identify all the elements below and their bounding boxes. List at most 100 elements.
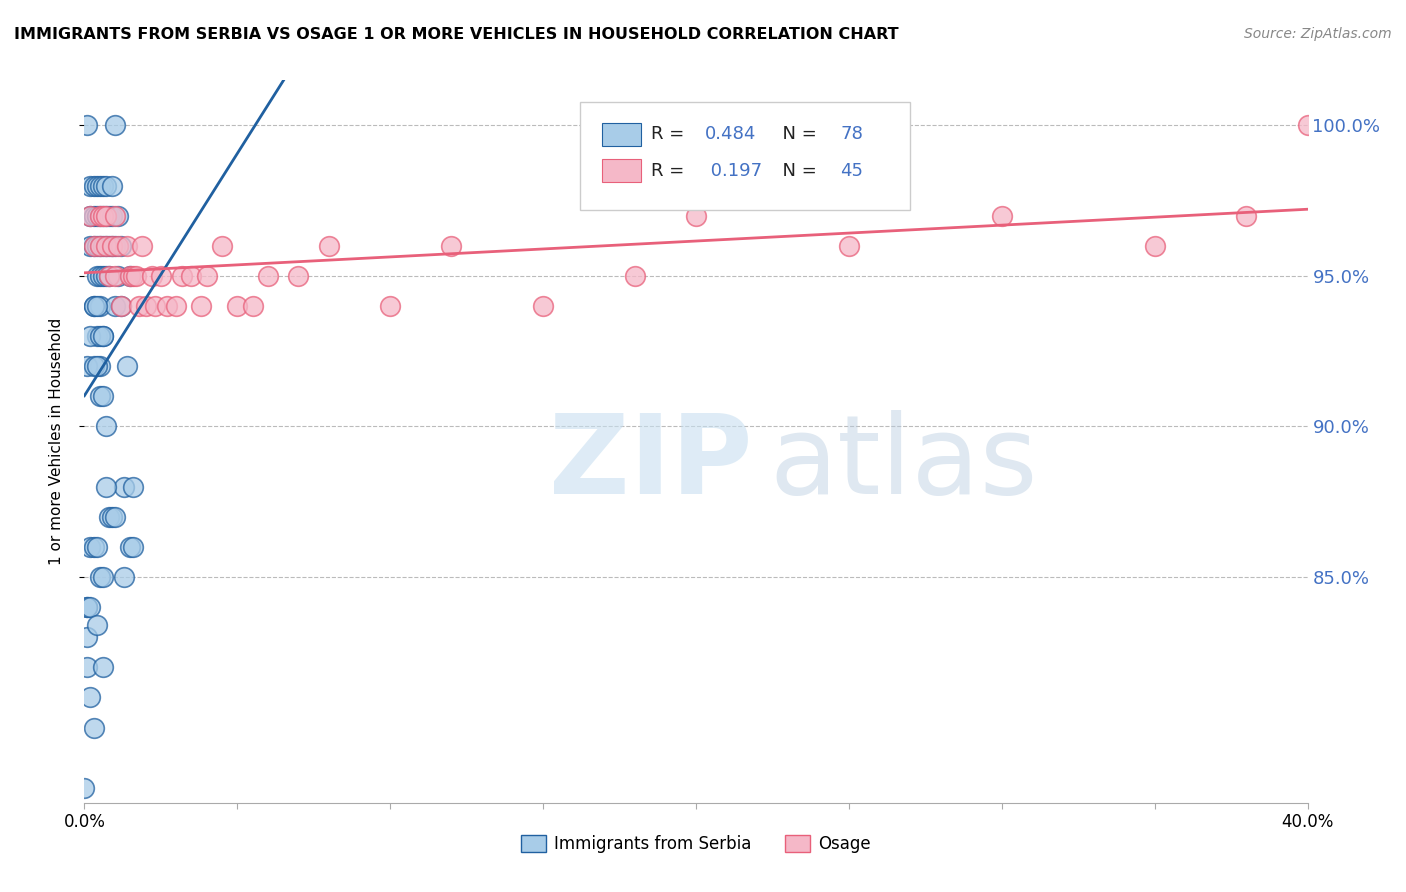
- Point: [79, 209, 101, 223]
- Point: [83, 540, 105, 554]
- Point: [110, 299, 132, 313]
- Point: [97, 268, 120, 283]
- Point: [94, 178, 117, 193]
- Point: [141, 268, 163, 283]
- Text: ZIP: ZIP: [550, 409, 752, 516]
- Point: [94, 209, 117, 223]
- Point: [115, 359, 138, 374]
- Point: [89, 209, 111, 223]
- Point: [89, 239, 111, 253]
- Text: 45: 45: [841, 161, 863, 179]
- Point: [104, 299, 127, 313]
- Point: [1296, 119, 1319, 133]
- Point: [86, 329, 108, 343]
- Point: [91, 389, 114, 403]
- Point: [89, 209, 111, 223]
- Point: [104, 268, 127, 283]
- Point: [838, 239, 860, 253]
- Text: atlas: atlas: [769, 409, 1038, 516]
- Point: [94, 480, 117, 494]
- Point: [104, 509, 127, 524]
- Point: [89, 299, 111, 313]
- Point: [89, 570, 111, 584]
- Point: [101, 178, 124, 193]
- Point: [149, 268, 172, 283]
- Point: [97, 268, 120, 283]
- Point: [94, 239, 117, 253]
- Point: [195, 268, 218, 283]
- Point: [91, 329, 114, 343]
- Point: [1236, 209, 1258, 223]
- Text: N =: N =: [770, 126, 823, 144]
- Point: [101, 509, 124, 524]
- Point: [101, 239, 124, 253]
- Point: [180, 268, 202, 283]
- Point: [143, 299, 166, 313]
- Point: [83, 239, 105, 253]
- Text: Source: ZipAtlas.com: Source: ZipAtlas.com: [1244, 27, 1392, 41]
- Point: [91, 268, 114, 283]
- Point: [79, 209, 101, 223]
- Point: [83, 178, 105, 193]
- Point: [94, 419, 117, 434]
- Point: [89, 359, 111, 374]
- Point: [112, 480, 135, 494]
- Point: [83, 299, 105, 313]
- Point: [380, 299, 402, 313]
- Point: [89, 389, 111, 403]
- Point: [101, 239, 124, 253]
- Point: [226, 299, 249, 313]
- Point: [83, 239, 105, 253]
- Text: R =: R =: [651, 126, 690, 144]
- Point: [76, 660, 98, 674]
- Point: [76, 119, 98, 133]
- Point: [112, 570, 135, 584]
- Point: [86, 209, 108, 223]
- Point: [83, 299, 105, 313]
- Point: [120, 268, 142, 283]
- Point: [120, 540, 142, 554]
- Point: [86, 359, 108, 374]
- Point: [91, 570, 114, 584]
- Point: [91, 660, 114, 674]
- Point: [76, 600, 98, 615]
- Point: [86, 618, 108, 632]
- Point: [122, 540, 145, 554]
- Point: [101, 209, 124, 223]
- Text: 78: 78: [841, 126, 863, 144]
- Point: [318, 239, 340, 253]
- Text: IMMIGRANTS FROM SERBIA VS OSAGE 1 OR MORE VEHICLES IN HOUSEHOLD CORRELATION CHAR: IMMIGRANTS FROM SERBIA VS OSAGE 1 OR MOR…: [14, 27, 898, 42]
- Point: [190, 299, 212, 313]
- Point: [257, 268, 280, 283]
- Point: [125, 268, 148, 283]
- Point: [131, 239, 153, 253]
- Point: [104, 209, 127, 223]
- Point: [440, 239, 463, 253]
- Point: [76, 359, 98, 374]
- Point: [94, 239, 117, 253]
- Point: [94, 268, 117, 283]
- Point: [107, 268, 129, 283]
- Y-axis label: 1 or more Vehicles in Household: 1 or more Vehicles in Household: [49, 318, 63, 566]
- FancyBboxPatch shape: [579, 102, 910, 211]
- Point: [97, 239, 120, 253]
- Point: [104, 119, 127, 133]
- Point: [531, 299, 554, 313]
- Point: [86, 239, 108, 253]
- Point: [79, 540, 101, 554]
- Point: [242, 299, 264, 313]
- Point: [86, 268, 108, 283]
- Point: [76, 630, 98, 644]
- Point: [91, 209, 114, 223]
- Point: [73, 780, 96, 795]
- Text: R =: R =: [651, 161, 690, 179]
- Legend: Immigrants from Serbia, Osage: Immigrants from Serbia, Osage: [515, 828, 877, 860]
- Point: [1143, 239, 1166, 253]
- FancyBboxPatch shape: [602, 159, 641, 182]
- FancyBboxPatch shape: [602, 123, 641, 146]
- Point: [89, 239, 111, 253]
- Point: [86, 299, 108, 313]
- Point: [122, 268, 145, 283]
- Point: [91, 178, 114, 193]
- Point: [76, 600, 98, 615]
